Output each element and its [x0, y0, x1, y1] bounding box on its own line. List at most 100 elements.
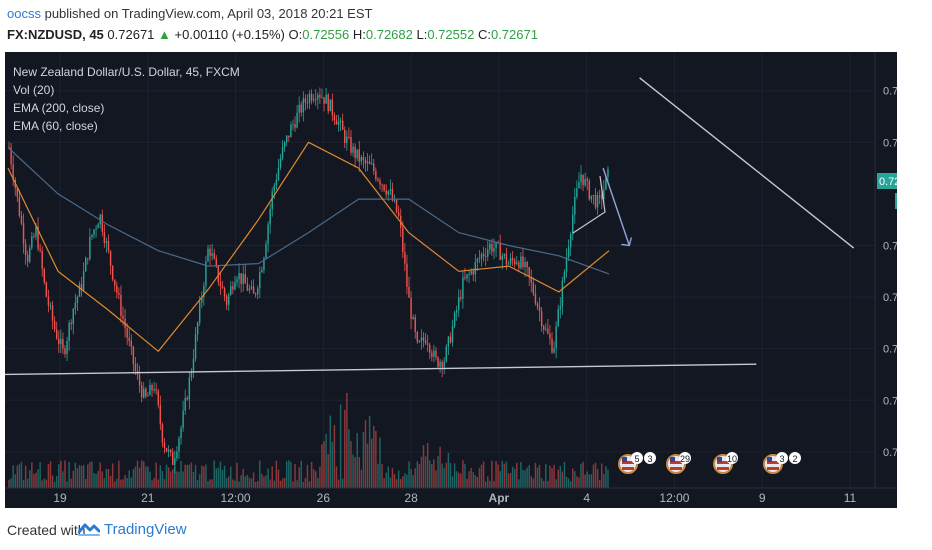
volume-bar — [356, 432, 358, 488]
candle-body — [491, 243, 493, 252]
volume-bar — [12, 465, 14, 488]
candle-body — [128, 337, 130, 341]
volume-bar — [518, 479, 520, 488]
candle-body — [385, 190, 387, 195]
volume-bar — [147, 466, 149, 488]
price-tick-label: 0.72400 — [883, 240, 897, 252]
price-tag-box — [877, 173, 897, 189]
candle-body — [549, 333, 551, 339]
candle-body — [408, 286, 410, 298]
volume-bar — [431, 464, 433, 488]
tradingview-brand[interactable]: TradingView — [104, 521, 187, 538]
volume-bar — [145, 466, 147, 488]
candle-body — [281, 147, 284, 159]
candle-body — [279, 158, 282, 168]
candle-body — [441, 361, 443, 368]
candle-body — [339, 120, 342, 122]
candle-body — [344, 129, 346, 143]
volume-bar — [412, 475, 414, 488]
candle-body — [325, 94, 327, 104]
candle-body — [205, 261, 207, 286]
candle-body — [586, 179, 588, 181]
candle-body — [163, 442, 166, 449]
candle-body — [584, 179, 586, 186]
volume-bar — [223, 465, 226, 488]
candle-body — [43, 268, 45, 283]
volume-bar — [532, 478, 535, 488]
projection-arrow[interactable] — [572, 167, 632, 247]
candle-body — [317, 94, 319, 100]
volume-bar — [283, 477, 286, 488]
candle-body — [574, 196, 576, 215]
volume-bar — [406, 474, 408, 488]
volume-bar — [64, 460, 66, 488]
economic-events[interactable]: 5 3 29 10 3 2 — [618, 452, 801, 474]
candle-body — [352, 146, 354, 153]
candle-body — [31, 236, 33, 248]
volume-bar — [482, 461, 485, 488]
volume-bar — [580, 463, 582, 488]
volume-bar — [329, 415, 331, 488]
candle-body — [350, 136, 352, 153]
volume-bar — [134, 466, 137, 488]
volume-bar — [445, 462, 448, 488]
candle-body — [207, 248, 209, 262]
volume-bar — [180, 460, 182, 488]
volume-bar — [93, 473, 95, 488]
candle-body — [267, 224, 269, 244]
candle-body — [383, 184, 385, 191]
volume-bar — [493, 480, 495, 488]
candle-body — [114, 279, 116, 286]
candle-body — [286, 135, 288, 143]
volume-bar — [143, 461, 145, 488]
volume-bar — [362, 432, 365, 488]
price-tick-label: 0.72000 — [883, 344, 897, 356]
volume-bar — [460, 473, 462, 488]
volume-bar — [511, 466, 514, 488]
candle-body — [393, 199, 396, 201]
candle-body — [298, 104, 300, 113]
candle-body — [184, 397, 186, 411]
volume-bar — [18, 464, 21, 488]
price-tick-label: 0.72800 — [883, 137, 897, 149]
volume-bar — [530, 476, 533, 488]
candle-body — [598, 195, 601, 197]
candle-body — [198, 302, 201, 323]
volume-bar — [89, 462, 91, 488]
candle-body — [12, 164, 14, 180]
volume-bar — [149, 471, 151, 488]
candle-body — [203, 285, 205, 298]
time-axis[interactable]: 19 21 12:00 26 28 Apr 4 12:00 9 11 — [53, 491, 856, 505]
candle-body — [230, 286, 232, 295]
volume-bar — [404, 473, 406, 488]
candle-body — [82, 271, 85, 290]
candle-body — [41, 250, 43, 269]
candle-body — [95, 228, 97, 230]
candle-body — [178, 438, 180, 452]
publish-text: published on TradingView.com, April 03, … — [44, 6, 373, 21]
candle-body — [62, 339, 64, 349]
candle-body — [406, 263, 408, 287]
volume-bar — [290, 461, 292, 488]
candle-body — [323, 97, 325, 104]
volume-bar — [136, 460, 139, 488]
author-link[interactable]: oocss — [7, 6, 41, 21]
volume-bar — [80, 465, 83, 488]
candle-body — [161, 424, 164, 443]
volume-bar — [385, 472, 387, 488]
symbol-label[interactable]: FX:NZDUSD, 45 — [7, 27, 104, 42]
price-chart[interactable]: 0.73000 0.72800 0.72400 0.72200 0.72000 0.718… — [4, 52, 923, 508]
volume-bar — [509, 472, 512, 488]
candle-body — [435, 350, 437, 358]
chart-canvas[interactable]: 0.73000 0.72800 0.72400 0.72200 0.72000 0.718… — [4, 52, 923, 508]
volume-bar — [273, 480, 276, 488]
trendlines[interactable] — [4, 77, 855, 376]
candle-body — [321, 97, 323, 99]
volume-bar — [60, 460, 62, 488]
volume-bar — [598, 480, 601, 488]
candle-body — [147, 395, 149, 397]
candle-body — [315, 99, 317, 101]
candle-body — [538, 306, 541, 312]
candle-series — [8, 87, 609, 474]
candle-body — [404, 252, 406, 264]
